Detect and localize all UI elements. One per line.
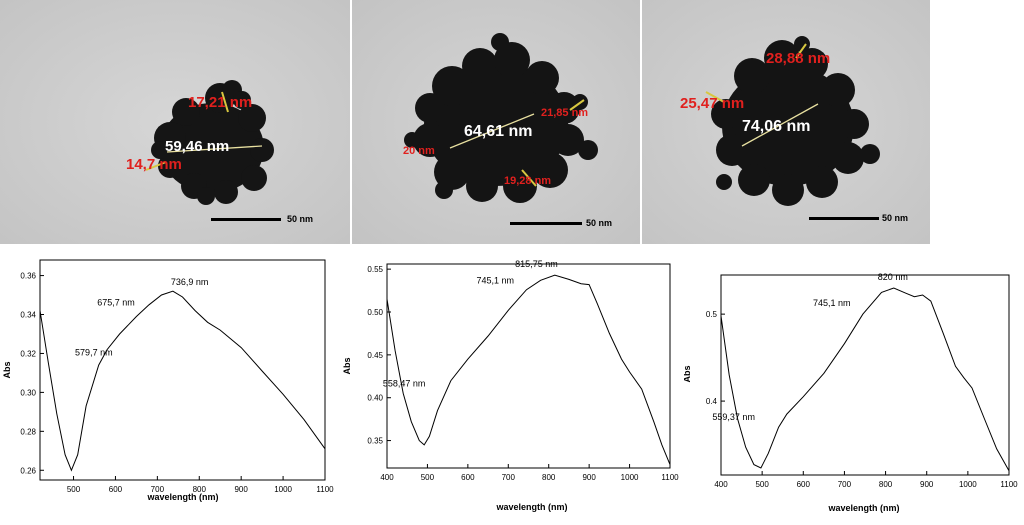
scale-bar xyxy=(211,218,281,221)
x-tick-label: 1000 xyxy=(621,473,639,482)
x-tick-label: 700 xyxy=(502,473,516,482)
peak-annotation: 675,7 nm xyxy=(97,298,135,308)
y-tick-label: 0.55 xyxy=(367,265,383,274)
y-tick-label: 0.28 xyxy=(20,427,36,436)
peak-annotation: 558,47 nm xyxy=(383,379,426,389)
x-tick-label: 900 xyxy=(920,480,934,489)
measurement-label: 59,46 nm xyxy=(165,138,230,155)
nanoparticle-3 xyxy=(642,0,930,244)
measurement-label: 20 nm xyxy=(403,145,435,157)
scale-bar xyxy=(510,222,582,225)
nanoparticle-1 xyxy=(0,0,350,244)
plot-frame xyxy=(39,259,326,481)
x-tick-label: 700 xyxy=(151,485,165,494)
x-tick-label: 400 xyxy=(714,480,728,489)
x-tick-label: 1100 xyxy=(1000,480,1018,489)
x-tick-label: 400 xyxy=(380,473,394,482)
x-axis-label: wavelength (nm) xyxy=(827,503,899,513)
scale-label: 50 nm xyxy=(287,214,314,224)
series-line xyxy=(39,290,326,472)
x-tick-label: 800 xyxy=(879,480,893,489)
x-tick-label: 600 xyxy=(461,473,475,482)
tem-image-3: 28,88 nm 25,47 nm 74,06 nm 50 nm xyxy=(642,0,930,244)
measurement-label: 28,88 nm xyxy=(766,50,831,67)
x-tick-label: 1000 xyxy=(959,480,977,489)
y-axis-label: Abs xyxy=(342,357,352,374)
plot-frame xyxy=(386,263,671,469)
x-axis-label: wavelength (nm) xyxy=(146,492,218,502)
y-axis-label: Abs xyxy=(684,365,692,382)
chart-svg-3: 400 500 600 700 800 900 1000 1100 0.4 0.5 559,37 … xyxy=(682,272,1018,513)
y-tick-label: 0.45 xyxy=(367,351,383,360)
series-line xyxy=(386,274,671,465)
scale-bar xyxy=(809,217,879,220)
absorbance-chart-3: 400 500 600 700 800 900 1000 1100 0.4 0.5 559,37 … xyxy=(682,248,1024,520)
chart-svg-1: 500 600 700 800 900 1000 1100 0.26 0.28 0.30 0.32 0… xyxy=(2,259,334,502)
measurement-label: 74,06 nm xyxy=(742,118,811,135)
x-tick-label: 1000 xyxy=(274,485,292,494)
measurement-label: 19,28 nm xyxy=(504,175,552,187)
x-tick-label: 900 xyxy=(234,485,248,494)
measurement-label: 14,7 nm xyxy=(126,156,182,173)
x-tick-label: 1100 xyxy=(316,485,334,494)
measurement-label: 21,85 nm xyxy=(541,107,589,119)
peak-annotation: 820 nm xyxy=(878,272,908,282)
x-axis-label: wavelength (nm) xyxy=(495,502,567,512)
y-tick-label: 0.36 xyxy=(20,272,36,281)
y-tick-label: 0.50 xyxy=(367,308,383,317)
measurement-label: 64,61 nm xyxy=(464,123,533,140)
y-tick-label: 0.4 xyxy=(706,397,718,406)
x-tick-label: 800 xyxy=(193,485,207,494)
y-tick-label: 0.30 xyxy=(20,388,36,397)
tem-image-2: 64,61 nm 21,85 nm 20 nm 19,28 nm 50 nm xyxy=(352,0,640,244)
measurement-label: 17,21 nm xyxy=(188,94,253,111)
x-tick-label: 600 xyxy=(109,485,123,494)
x-tick-label: 600 xyxy=(797,480,811,489)
x-tick-label: 1100 xyxy=(661,473,679,482)
measurement-label: 25,47 nm xyxy=(680,95,745,112)
y-axis-label: Abs xyxy=(2,361,12,378)
x-tick-label: 500 xyxy=(755,480,769,489)
scale-label: 50 nm xyxy=(882,213,909,223)
peak-annotation: 736,9 nm xyxy=(171,277,209,287)
absorbance-chart-2: 400 500 600 700 800 900 1000 1100 0.35 0.40 0.45 0.… xyxy=(342,248,682,520)
y-tick-label: 0.34 xyxy=(20,311,36,320)
peak-annotation: 745,1 nm xyxy=(476,276,514,286)
y-tick-label: 0.5 xyxy=(706,310,718,319)
plot-frame xyxy=(720,274,1010,476)
peak-annotation: 579,7 nm xyxy=(75,348,113,358)
absorbance-chart-1: 500 600 700 800 900 1000 1100 0.26 0.28 0.30 0.32 0… xyxy=(0,248,340,520)
tem-image-1: 17,21 nm 59,46 nm 14,7 nm 50 nm xyxy=(0,0,350,244)
y-tick-label: 0.26 xyxy=(20,466,36,475)
scale-label: 50 nm xyxy=(586,218,613,228)
x-tick-label: 800 xyxy=(542,473,556,482)
peak-annotation: 559,37 nm xyxy=(712,412,755,422)
y-tick-label: 0.40 xyxy=(367,394,383,403)
x-tick-label: 500 xyxy=(421,473,435,482)
y-tick-label: 0.35 xyxy=(367,437,383,446)
nanoparticle-2 xyxy=(352,0,640,244)
x-tick-label: 700 xyxy=(838,480,852,489)
y-tick-label: 0.32 xyxy=(20,349,36,358)
x-tick-label: 900 xyxy=(582,473,596,482)
series-line xyxy=(720,287,1010,471)
x-tick-label: 500 xyxy=(67,485,81,494)
peak-annotation: 745,1 nm xyxy=(813,298,851,308)
chart-svg-2: 400 500 600 700 800 900 1000 1100 0.35 0.40 0.45 0.… xyxy=(342,259,679,512)
peak-annotation: 815,75 nm xyxy=(515,259,558,269)
